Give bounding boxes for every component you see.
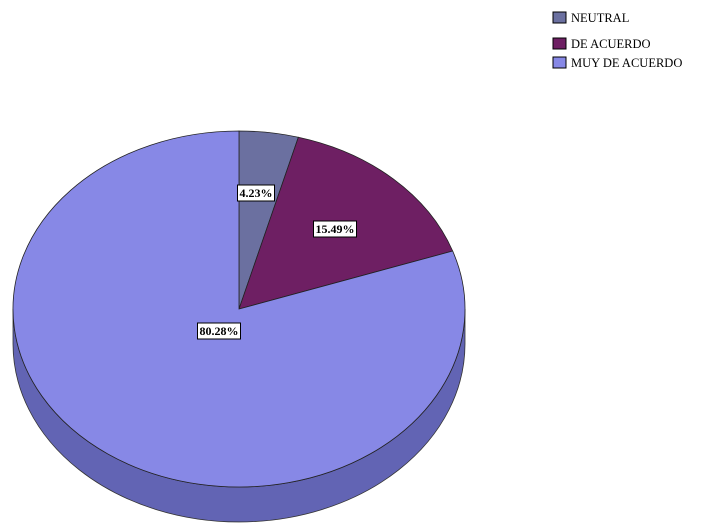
pie-slice-muy-de-acuerdo: [12, 130, 466, 488]
legend-label-muy-de-acuerdo: MUY DE ACUERDO: [571, 56, 682, 70]
slice-labels: 4.23% 15.49% 80.28%: [197, 184, 357, 340]
slice-label-box: [313, 220, 357, 238]
legend: NEUTRAL DE ACUERDO MUY DE ACUERDO: [552, 11, 682, 70]
legend-swatch-de-acuerdo: [552, 37, 567, 50]
slice-label-de-acuerdo: 15.49%: [313, 220, 357, 238]
slice-label-muy-de-acuerdo: 80.28%: [197, 322, 241, 340]
legend-swatch-neutral: [552, 11, 567, 24]
pie-slices: [12, 130, 466, 488]
slice-label-text: 15.49%: [316, 222, 355, 236]
legend-swatch-muy-de-acuerdo: [552, 56, 567, 69]
slice-label-box: [197, 322, 241, 340]
legend-label-de-acuerdo: DE ACUERDO: [571, 37, 651, 51]
slice-label-text: 80.28%: [200, 324, 239, 338]
legend-label-neutral: NEUTRAL: [571, 11, 629, 25]
slice-label-text: 4.23%: [240, 186, 273, 200]
slice-label-neutral: 4.23%: [237, 184, 275, 202]
slice-label-box: [237, 184, 275, 202]
